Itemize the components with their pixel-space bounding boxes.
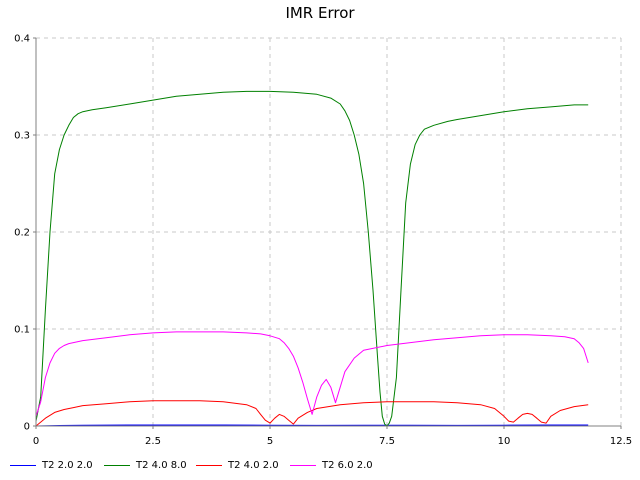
series-line-1 [35, 424, 589, 427]
x-tick-label: 10 [498, 436, 511, 447]
legend-item: T2 6.0 2.0 [290, 456, 373, 474]
series-line-2 [35, 90, 589, 427]
legend-swatch [290, 464, 316, 466]
legend-label: T2 4.0 8.0 [136, 459, 187, 471]
grid-lines [36, 37, 622, 426]
legend-label: T2 2.0 2.0 [42, 459, 93, 471]
y-tick-label: 0.1 [14, 325, 30, 336]
y-tick-label: 0 [24, 422, 30, 433]
x-tick-label: 2.5 [145, 436, 161, 447]
tick-labels: 0 2.5 5 7.5 10 12.5 0 0.1 0.2 0.3 0.4 [14, 34, 632, 448]
x-tick-label: 7.5 [379, 436, 395, 447]
legend-label: T2 6.0 2.0 [322, 459, 373, 471]
chart-title: IMR Error [285, 4, 355, 22]
legend-label: T2 4.0 2.0 [228, 459, 279, 471]
y-tick-label: 0.4 [14, 34, 30, 45]
series-line-4 [35, 331, 589, 417]
legend-swatch [10, 464, 36, 466]
legend: T2 2.0 2.0 T2 4.0 8.0 T2 4.0 2.0 T2 6.0 2.0 [0, 456, 640, 474]
legend-item: T2 4.0 8.0 [104, 456, 187, 474]
y-tick-label: 0.3 [14, 131, 30, 142]
legend-swatch [196, 464, 222, 466]
legend-swatch [104, 464, 130, 466]
series-line-3 [35, 400, 589, 427]
x-tick-label: 0 [33, 436, 39, 447]
legend-item: T2 4.0 2.0 [196, 456, 279, 474]
axes [33, 37, 622, 429]
legend-item: T2 2.0 2.0 [10, 456, 93, 474]
chart-plot: 0 2.5 5 7.5 10 12.5 0 0.1 0.2 0.3 0.4 [14, 34, 632, 448]
y-tick-label: 0.2 [14, 228, 30, 239]
series-lines [35, 90, 589, 427]
x-tick-label: 5 [267, 436, 273, 447]
x-tick-label: 12.5 [610, 436, 632, 447]
